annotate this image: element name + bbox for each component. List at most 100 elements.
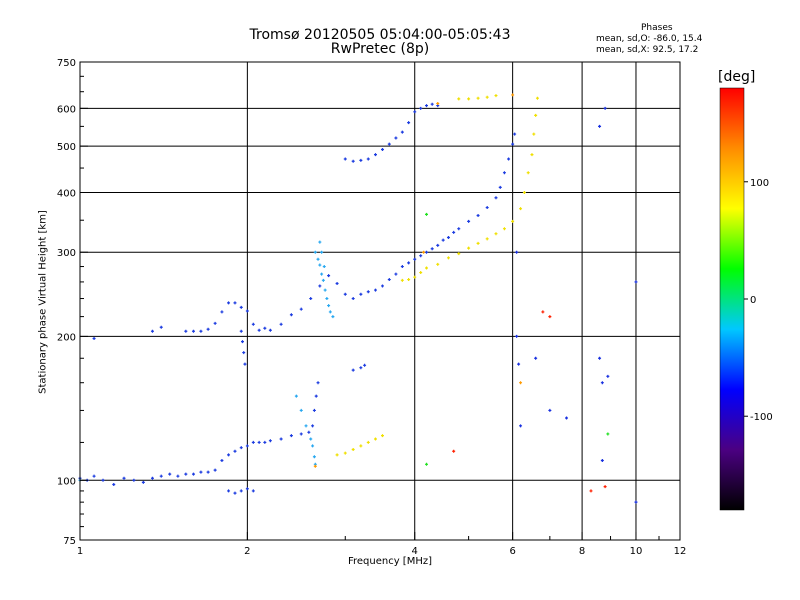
data-point	[519, 381, 523, 385]
data-point	[511, 93, 515, 97]
data-point	[320, 272, 324, 276]
data-point	[92, 474, 96, 478]
data-point	[366, 440, 370, 444]
data-point	[327, 274, 331, 278]
data-point	[485, 95, 489, 99]
data-point	[335, 282, 339, 286]
data-point	[634, 280, 638, 284]
data-point	[494, 94, 498, 98]
data-point	[245, 444, 249, 448]
x-axis-label: Frequency [MHz]	[347, 556, 433, 567]
data-point	[548, 315, 552, 319]
data-point	[515, 334, 519, 338]
data-point	[452, 449, 456, 453]
data-point	[239, 305, 243, 309]
data-point	[199, 470, 203, 474]
chart-title: Tromsø 20120505 05:04:00-05:05:43	[249, 27, 511, 43]
data-point	[457, 252, 461, 256]
data-point	[366, 157, 370, 161]
data-point	[294, 394, 298, 398]
data-point	[184, 472, 188, 476]
phases-x-mode: mean, sd,X: 92.5, 17.2	[596, 45, 699, 55]
data-point	[351, 159, 355, 163]
data-point	[400, 278, 404, 282]
data-point	[511, 142, 515, 146]
chart-subtitle: RwPretec (8p)	[330, 41, 430, 57]
data-point	[268, 328, 272, 332]
y-tick-label: 200	[57, 332, 76, 343]
data-point	[239, 489, 243, 493]
data-point	[313, 464, 317, 468]
data-point	[263, 440, 267, 444]
data-point	[467, 97, 471, 101]
data-point	[359, 292, 363, 296]
data-point	[239, 329, 243, 333]
data-point	[407, 121, 411, 125]
data-point	[452, 230, 456, 234]
data-point	[213, 321, 217, 325]
data-point	[312, 455, 316, 459]
data-point	[307, 430, 311, 434]
data-point	[240, 340, 244, 344]
data-point	[251, 489, 255, 493]
x-tick-label: 6	[509, 546, 515, 557]
x-tick-label: 2	[244, 546, 250, 557]
data-point	[245, 487, 249, 491]
data-point	[598, 124, 602, 128]
data-point	[309, 437, 313, 441]
data-point	[331, 315, 335, 319]
data-point	[413, 110, 417, 114]
data-point	[425, 250, 429, 254]
data-point	[507, 157, 511, 161]
data-point	[316, 381, 320, 385]
data-point	[476, 96, 480, 100]
data-point	[92, 336, 96, 340]
data-point	[257, 328, 261, 332]
data-point	[606, 432, 610, 436]
data-point	[534, 356, 538, 360]
data-point	[387, 278, 391, 282]
data-point	[485, 206, 489, 210]
data-point	[359, 444, 363, 448]
data-point	[476, 241, 480, 245]
x-tick-label: 12	[674, 546, 687, 557]
data-point	[245, 309, 249, 313]
data-point	[359, 366, 363, 370]
data-point	[419, 106, 423, 110]
data-point	[565, 416, 569, 420]
phases-title: Phases	[641, 23, 673, 33]
data-point	[289, 434, 293, 438]
data-point	[351, 447, 355, 451]
data-point	[425, 104, 429, 108]
data-point	[413, 257, 417, 261]
data-point	[150, 329, 154, 333]
data-point	[441, 238, 445, 242]
data-point	[494, 232, 498, 236]
data-point	[299, 307, 303, 311]
data-point	[485, 237, 489, 241]
data-point	[233, 301, 237, 305]
data-point	[112, 482, 116, 486]
data-point	[227, 489, 231, 493]
data-point	[502, 227, 506, 231]
data-point	[436, 243, 440, 247]
data-point	[150, 476, 154, 480]
data-point	[227, 453, 231, 457]
data-point	[522, 190, 526, 194]
data-point	[184, 329, 188, 333]
data-point	[233, 449, 237, 453]
data-point	[407, 278, 411, 282]
data-point	[366, 290, 370, 294]
data-point	[634, 500, 638, 504]
data-point	[343, 451, 347, 455]
x-tick-label: 8	[579, 546, 585, 557]
data-point	[422, 250, 426, 254]
data-point	[394, 272, 398, 276]
colorbar-ticks: 100 0 -100	[744, 178, 773, 423]
data-point	[457, 227, 461, 231]
y-tick-label: 500	[57, 142, 76, 153]
y-tick-label: 750	[57, 58, 76, 69]
data-point	[312, 408, 316, 412]
data-point	[299, 408, 303, 412]
